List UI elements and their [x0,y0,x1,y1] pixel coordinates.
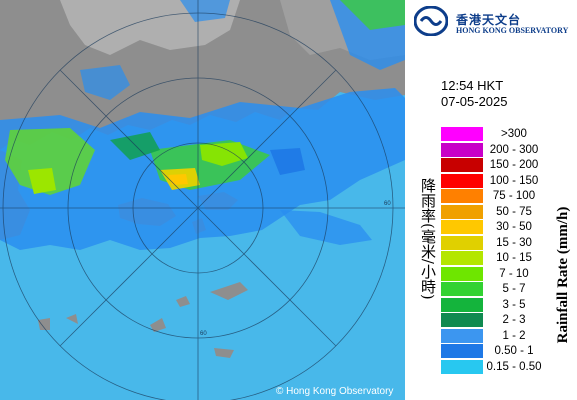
legend-swatch [441,266,483,281]
outlying-islands [38,282,248,358]
legend-title-cn: 降雨率(毫米/小時) [419,178,437,300]
legend-label: 75 - 100 [492,190,536,202]
legend-swatch [441,204,483,219]
legend-label: 5 - 7 [502,283,526,295]
legend-label: 1 - 2 [502,329,526,342]
legend-label: 3 - 5 [502,298,526,311]
legend-swatch [441,251,483,265]
legend-swatch [441,189,483,203]
legend-title-en: Rainfall Rate (mm/h) [555,207,571,344]
legend-label: 0.15 - 0.50 [486,360,542,373]
legend-swatch [441,235,483,250]
legend-swatch [441,173,483,188]
legend-label: 10 - 15 [496,252,532,264]
range-rings [0,0,405,400]
legend-label: 15 - 30 [496,236,532,249]
observation-time: 12:54 HKT [441,78,504,93]
observation-date: 07-05-2025 [441,94,508,109]
legend-swatch [441,297,483,312]
legend-title-en-text: Rainfall Rate (mm/h) [555,207,571,344]
legend-swatch [441,158,483,172]
legend-swatch [441,142,483,157]
legend-label: 50 - 75 [496,205,532,218]
legend-swatch [441,127,483,141]
legend-swatch [441,313,483,327]
legend-label: >300 [501,128,527,140]
hko-emblem-icon [414,6,448,36]
legend-label: 100 - 150 [489,174,539,187]
radar-map: 60 60 © Hong Kong Observatory [0,0,405,400]
legend-label: 150 - 200 [489,159,539,171]
legend-label: 2 - 3 [502,314,526,326]
legend-swatch [441,328,483,343]
range-label-east: 60 [384,201,391,207]
legend-label: 200 - 300 [489,143,539,156]
copyright-text: © Hong Kong Observatory [276,386,393,397]
legend-swatch [441,359,483,374]
legend-swatch [441,344,483,358]
legend-label: 0.50 - 1 [494,345,534,357]
legend-swatch [441,220,483,234]
range-label-south: 60 [200,331,207,337]
legend-swatch [441,282,483,296]
rain-echoes [0,0,405,250]
legend-panel: 香港天文台 HONG KONG OBSERVATORY 12:54 HKT 07… [405,0,577,400]
org-name-en: HONG KONG OBSERVATORY [456,26,569,35]
legend-label: 30 - 50 [496,221,532,233]
org-name-cn: 香港天文台 [456,13,522,27]
hko-logo: 香港天文台 HONG KONG OBSERVATORY [414,6,574,36]
legend-label: 7 - 10 [499,267,529,280]
